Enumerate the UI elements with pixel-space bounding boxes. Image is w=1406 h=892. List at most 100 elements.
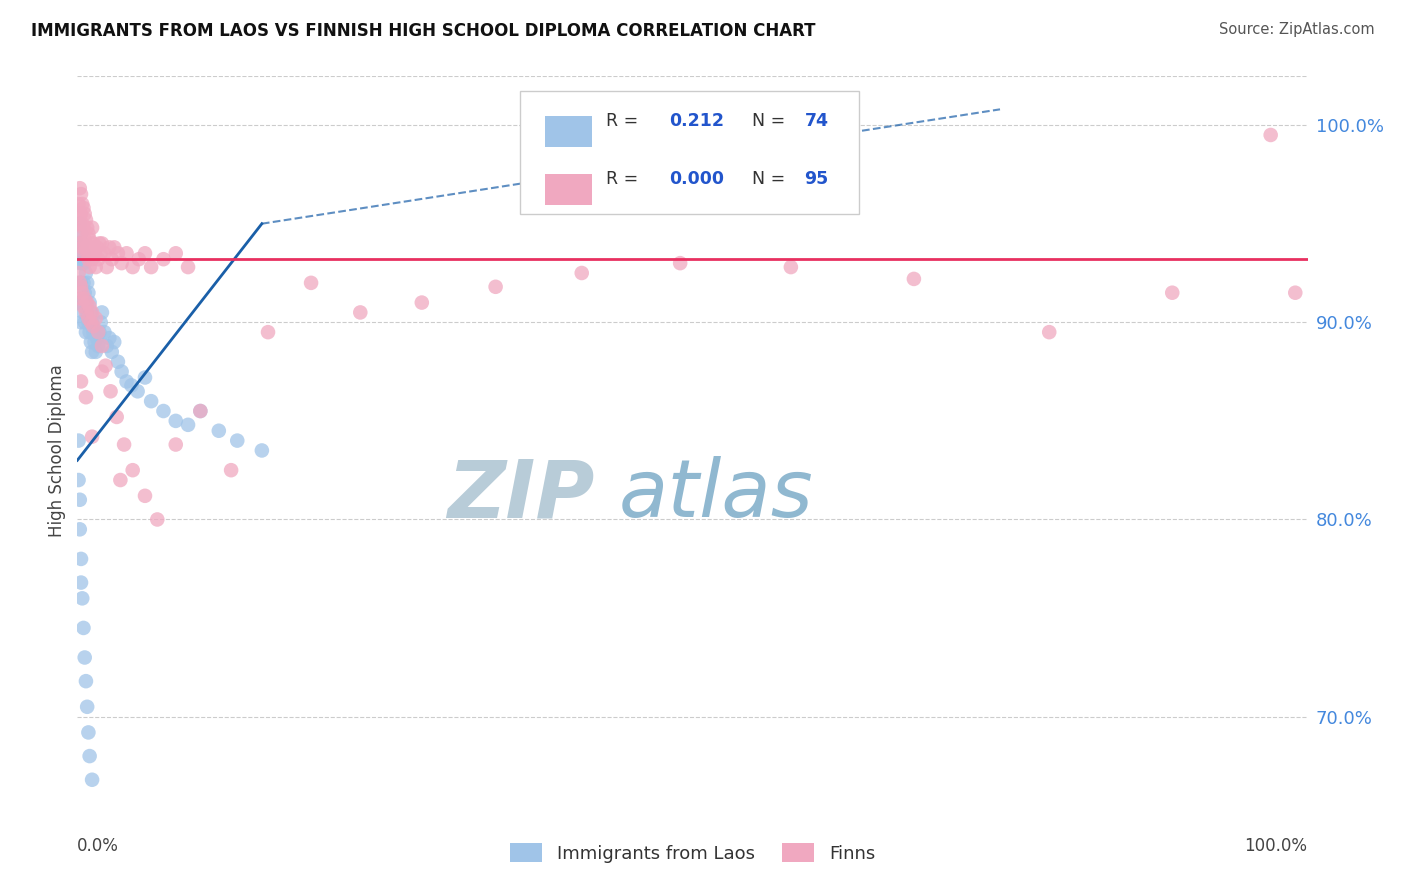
Point (84, 260, 107, 274)
Point (1284, 285, 1306, 300)
Point (70, 236, 93, 251)
Point (70, 217, 93, 231)
Point (86, 240, 108, 254)
Point (411, 295, 433, 310)
Point (96, 339, 118, 353)
Point (82, 319, 104, 334)
Point (67, 295, 90, 310)
Point (69, 217, 91, 231)
Point (79, 232, 101, 246)
Point (87, 252, 110, 267)
Point (87, 325, 110, 339)
Point (82, 325, 104, 339)
Point (82, 315, 104, 329)
Point (250, 443, 273, 458)
Point (77, 227, 100, 241)
Point (89, 236, 111, 251)
Point (90, 365, 114, 379)
Point (73, 315, 96, 329)
Point (669, 256, 692, 270)
Point (127, 384, 149, 399)
Point (72, 246, 94, 260)
Text: 0.0%: 0.0% (77, 837, 120, 855)
Point (780, 260, 803, 274)
Point (82, 305, 104, 319)
Point (103, 334, 125, 349)
Point (98, 240, 121, 254)
Point (70, 276, 93, 290)
Point (134, 246, 156, 260)
Point (93, 325, 115, 339)
Point (80, 240, 103, 254)
Point (75, 266, 97, 280)
Point (76, 699, 98, 714)
Point (70, 285, 93, 300)
Point (219, 463, 242, 477)
Point (79, 749, 101, 764)
Point (89, 325, 111, 339)
Text: 0.000: 0.000 (669, 170, 724, 188)
Point (70, 295, 93, 310)
Point (72, 621, 94, 635)
Point (67, 236, 90, 251)
Point (70, 292, 93, 306)
Point (76, 276, 98, 290)
Point (146, 512, 169, 526)
Point (903, 272, 925, 286)
Text: Source: ZipAtlas.com: Source: ZipAtlas.com (1219, 22, 1375, 37)
Text: IMMIGRANTS FROM LAOS VS FINNISH HIGH SCHOOL DIPLOMA CORRELATION CHART: IMMIGRANTS FROM LAOS VS FINNISH HIGH SCH… (31, 22, 815, 40)
Point (70, 315, 93, 329)
Point (83, 334, 105, 349)
Point (80, 334, 103, 349)
Point (75, 240, 97, 254)
Point (77, 311, 100, 326)
Point (141, 394, 163, 409)
Point (72, 305, 94, 319)
Point (70, 227, 93, 241)
Text: 0.212: 0.212 (669, 112, 724, 130)
Point (70, 591, 93, 606)
Point (67, 197, 90, 211)
Point (76, 220, 98, 235)
Point (100, 384, 122, 399)
Point (86, 331, 108, 345)
Point (70, 375, 93, 389)
Point (121, 260, 143, 274)
Point (80, 315, 103, 329)
Point (105, 409, 128, 424)
Text: N =: N = (752, 170, 785, 188)
Point (121, 378, 143, 392)
Point (76, 295, 98, 310)
Point (70, 552, 93, 566)
Point (77, 285, 100, 300)
Point (70, 197, 93, 211)
Point (69, 207, 91, 221)
Point (70, 187, 93, 202)
Point (79, 325, 101, 339)
Point (80, 305, 103, 319)
Point (93, 246, 115, 260)
Point (72, 276, 94, 290)
Text: R =: R = (606, 112, 644, 130)
Point (111, 365, 132, 379)
Text: atlas: atlas (619, 457, 814, 534)
Point (75, 212, 97, 227)
Point (75, 674, 97, 689)
Point (128, 252, 150, 267)
Point (76, 246, 98, 260)
Point (69, 227, 91, 241)
Point (1038, 325, 1060, 339)
Point (257, 325, 280, 339)
Text: R =: R = (606, 170, 644, 188)
Point (69, 276, 91, 290)
Point (115, 375, 138, 389)
FancyBboxPatch shape (546, 116, 592, 146)
Point (75, 325, 97, 339)
Point (72, 220, 94, 235)
Text: 95: 95 (804, 170, 828, 188)
Point (67, 276, 90, 290)
Point (73, 285, 96, 300)
Point (90, 315, 112, 329)
Point (349, 305, 371, 319)
Legend: Immigrants from Laos, Finns: Immigrants from Laos, Finns (502, 836, 883, 870)
